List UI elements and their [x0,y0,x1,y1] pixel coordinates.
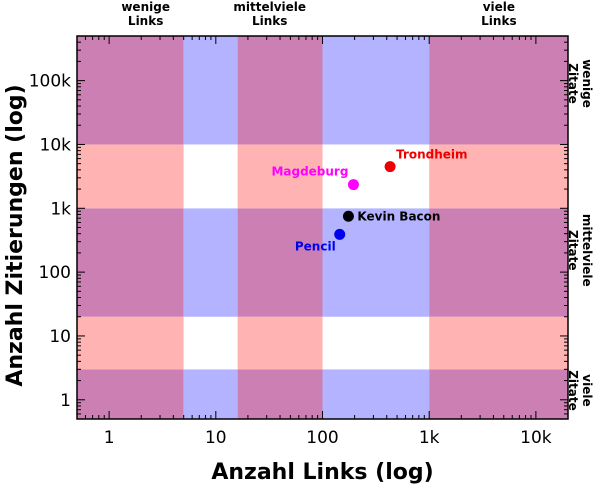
band-cell-4-4 [429,36,568,145]
top-band-label: viele Links [481,0,516,28]
band-cell-2-2 [237,208,323,317]
top-band-label-line: Links [128,14,163,28]
right-band-label: wenigeZitate [566,59,594,108]
right-band-label-line: viele [580,374,594,406]
y-tick-label: 1 [60,391,71,411]
band-cell-2-4 [237,36,323,145]
band-cell-3-4 [322,36,430,145]
right-band-label: mittelvieleZitate [566,214,594,287]
band-cell-4-0 [429,369,568,419]
point-label-trondheim: Trondheim [396,148,467,162]
y-tick-label: 100k [29,72,71,92]
right-band-label-line: Zitate [566,230,580,271]
background-bands [77,36,568,419]
top-band-label-line: mittelviele [233,0,306,14]
x-tick-label: 1k [419,428,440,448]
band-cell-0-3 [77,144,184,209]
point-label-kevin-bacon: Kevin Bacon [357,209,440,223]
band-cell-0-4 [77,36,184,145]
x-axis-title: Anzahl Links (log) [211,460,433,485]
band-cell-2-3 [237,144,323,209]
band-cell-3-3 [322,144,430,209]
right-band-label-line: mittelviele [580,214,594,287]
band-cell-1-2 [183,208,238,317]
x-tick-label: 100 [306,428,338,448]
band-cell-2-1 [237,316,323,370]
band-cell-1-3 [183,144,238,209]
y-tick-label: 100 [39,263,71,283]
band-cell-1-0 [183,369,238,419]
band-cell-4-3 [429,144,568,209]
band-cell-1-1 [183,316,238,370]
axis-ticks: 1 10 100 1k 10k 1 10 100 1k 10k 100k [29,35,569,448]
top-band-label: mittelviele Links [233,0,306,28]
y-tick-label: 10 [49,327,71,347]
right-band-label-line: wenige [580,59,594,108]
band-cell-0-2 [77,208,184,317]
band-cell-3-0 [322,369,430,419]
band-cell-0-0 [77,369,184,419]
band-cell-1-4 [183,36,238,145]
band-cell-3-1 [322,316,430,370]
top-band-label-line: viele [483,0,515,14]
top-band-label: wenige Links [121,0,170,28]
band-cell-4-1 [429,316,568,370]
band-cell-0-1 [77,316,184,370]
top-band-label-line: wenige [121,0,170,14]
y-tick-label: 10k [40,135,72,155]
top-band-label-line: Links [252,14,287,28]
point-trondheim [384,161,396,173]
point-kevin-bacon [342,210,354,222]
point-magdeburg [347,179,359,191]
band-cell-4-2 [429,208,568,317]
band-cell-3-2 [322,208,430,317]
point-label-magdeburg: Magdeburg [271,165,348,179]
data-points: Trondheim Magdeburg Kevin Bacon Pencil [271,148,467,254]
top-band-label-line: Links [481,14,516,28]
x-tick-label: 1 [104,428,115,448]
x-tick-label: 10k [520,428,552,448]
point-pencil [334,228,346,240]
x-tick-label: 10 [205,428,227,448]
right-band-label-line: Zitate [566,63,580,104]
right-band-label: vieleZitate [566,370,594,411]
y-axis-title: Anzahl Zitierungen (log) [3,84,28,386]
band-cell-2-0 [237,369,323,419]
right-band-label-line: Zitate [566,370,580,411]
y-tick-label: 1k [50,199,71,219]
point-label-pencil: Pencil [295,239,336,253]
